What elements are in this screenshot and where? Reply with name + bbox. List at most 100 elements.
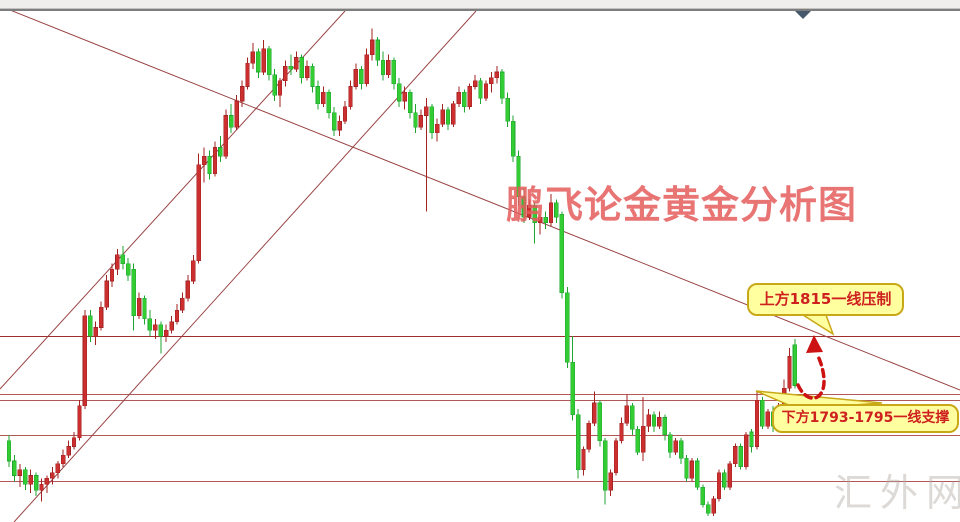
- candle-body: [787, 356, 792, 389]
- candle-body: [136, 298, 142, 317]
- candle-body: [283, 65, 288, 81]
- candle-body: [711, 498, 716, 514]
- resistance-callout-tail: [800, 314, 835, 336]
- candle-body: [315, 86, 321, 105]
- candle-body: [543, 216, 548, 224]
- candle-body: [418, 115, 424, 128]
- candle-body: [163, 330, 169, 337]
- candle-body: [218, 147, 223, 157]
- candle-body: [109, 269, 115, 282]
- site-watermark: 汇外网: [834, 471, 960, 515]
- candle-body: [592, 402, 597, 424]
- candle-body: [104, 280, 109, 308]
- candle-body: [234, 100, 239, 128]
- candle-body: [23, 469, 28, 485]
- candle-body: [299, 57, 304, 79]
- candle-body: [180, 298, 185, 311]
- candle-body: [6, 440, 12, 462]
- candle-body: [71, 437, 77, 447]
- candle-body: [467, 86, 472, 108]
- candle-body: [565, 292, 570, 363]
- candle-body: [174, 309, 180, 322]
- candle-body: [153, 324, 158, 331]
- candle-body: [640, 425, 646, 453]
- candle-body: [575, 414, 581, 471]
- chevron-down-icon[interactable]: [795, 11, 811, 19]
- candle-body: [115, 254, 120, 270]
- candle-body: [98, 306, 104, 328]
- candle-body: [337, 121, 342, 131]
- watermark-title: 鹏飞论金黄金分析图: [506, 183, 858, 227]
- candle-body: [364, 54, 369, 84]
- candle-body: [386, 60, 391, 76]
- candle-body: [413, 112, 418, 128]
- candle-body: [229, 115, 234, 128]
- candle-body: [608, 472, 613, 491]
- candle-body: [380, 60, 386, 76]
- candle-body: [646, 414, 651, 427]
- candle-body: [28, 475, 33, 485]
- candle-body: [500, 71, 505, 99]
- candle-body: [554, 202, 559, 218]
- candle-body: [12, 460, 17, 476]
- candle-body: [391, 60, 397, 84]
- candle-body: [651, 414, 657, 427]
- descending-resistance: [11, 11, 960, 391]
- candle-body: [310, 65, 315, 87]
- candle-body: [695, 460, 700, 488]
- candle-body: [17, 469, 23, 476]
- candle-body: [451, 103, 456, 125]
- candle-body: [429, 106, 434, 134]
- candle-body: [760, 399, 765, 427]
- candle-body: [765, 411, 771, 427]
- candle-body: [521, 196, 527, 218]
- candle-body: [624, 405, 630, 424]
- candle-body: [169, 321, 174, 331]
- candle-body: [505, 97, 510, 122]
- resistance-callout[interactable]: 上方1815一线压制: [747, 283, 904, 316]
- candle-body: [250, 51, 256, 64]
- candle-body: [359, 68, 364, 84]
- candle-body: [353, 68, 359, 87]
- candle-body: [597, 402, 602, 442]
- candle-body: [245, 62, 250, 87]
- candle-body: [434, 123, 440, 134]
- candle-body: [55, 463, 60, 473]
- candle-body: [93, 327, 98, 337]
- candle-body: [256, 51, 261, 73]
- candle-body: [120, 254, 126, 264]
- candle-body: [635, 428, 640, 453]
- candle-body: [66, 446, 71, 456]
- candle-body: [483, 83, 489, 99]
- bounce-arrow: [796, 352, 826, 400]
- candle-body: [705, 504, 711, 514]
- candle-body: [397, 83, 402, 102]
- candle-body: [375, 39, 380, 61]
- candle-body: [44, 478, 50, 485]
- candle-body: [321, 91, 326, 105]
- chart-canvas[interactable]: [0, 11, 960, 522]
- candle-body: [516, 155, 521, 198]
- candle-body: [304, 65, 310, 79]
- candle-body: [212, 147, 218, 174]
- candle-body: [548, 202, 554, 224]
- candle-body: [489, 77, 494, 84]
- candle-body: [733, 446, 738, 465]
- candle-body: [277, 80, 283, 96]
- candle-body: [440, 109, 445, 125]
- candle-body: [559, 213, 565, 293]
- support-callout[interactable]: 下方1793-1795一线支撑: [772, 404, 959, 433]
- candle-body: [716, 472, 722, 500]
- candle-body: [668, 434, 673, 453]
- candle-body: [288, 65, 294, 70]
- candle-body: [60, 454, 66, 465]
- candle-body: [678, 440, 684, 459]
- candle-body: [537, 216, 543, 224]
- candle-body: [743, 434, 749, 468]
- candle-body: [684, 457, 689, 479]
- window-top-strip: [0, 0, 960, 9]
- candle-body: [261, 48, 266, 73]
- candle-body: [532, 205, 537, 224]
- candle-body: [630, 405, 635, 430]
- candle-body: [689, 460, 695, 479]
